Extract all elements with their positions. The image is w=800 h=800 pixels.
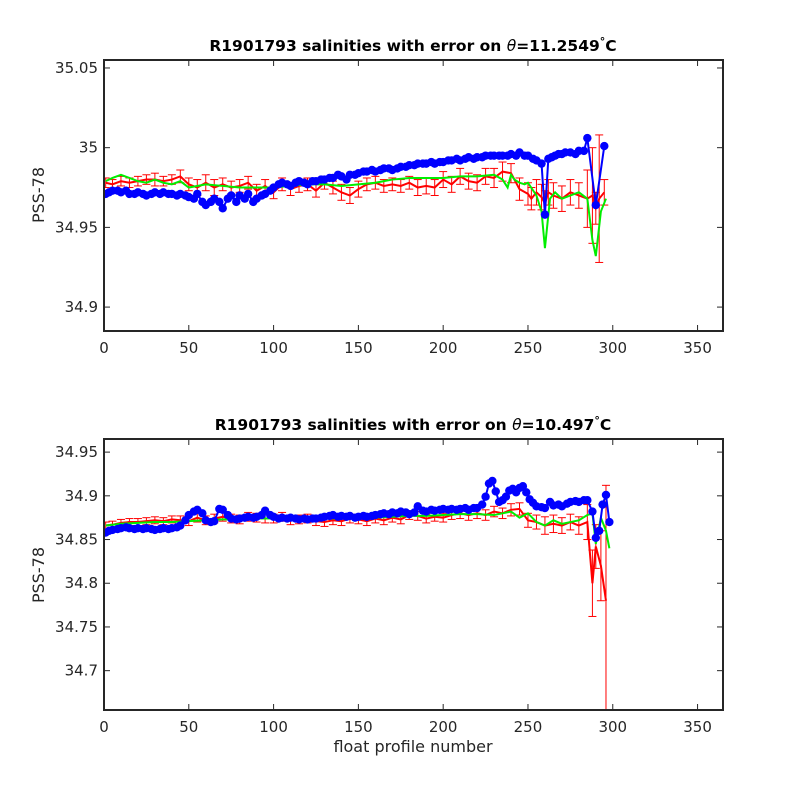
measured-point [601,490,611,500]
bottom-chart-axes: 0 50 100 150 200 250 300 350 34.7 34.75 34.8 34.85 3… [55,438,724,736]
measured-point [198,509,207,518]
x-tick-label: 150 [344,718,373,736]
y-tick-label: 35.05 [55,59,98,77]
bottom-chart-plot-area [104,476,614,710]
x-tick-label: 100 [259,718,288,736]
x-tick-label: 0 [99,339,109,357]
error-bar [345,187,354,204]
calibrated-salinity-line [105,172,607,257]
error-bar [413,179,422,196]
measured-point [579,146,589,156]
error-bar [439,171,448,189]
x-tick-label: 0 [99,718,109,736]
y-tick-label: 34.9 [65,298,98,316]
top-chart: R1901793 salinities with error on θ=11.2… [29,35,724,357]
y-tick-label: 34.95 [55,443,98,461]
x-tick-label: 250 [514,339,543,357]
measured-point [410,508,419,517]
x-tick-label: 200 [429,339,458,357]
measured-point [210,516,219,526]
error-bar [490,167,499,189]
error-bar [311,183,320,198]
measured-point [537,159,546,168]
measured-point [540,503,550,513]
top-chart-y-axis-label: PSS-78 [29,167,48,223]
y-tick-label: 35 [79,139,98,157]
measured-point [583,495,592,505]
top-chart-title: R1901793 salinities with error on θ=11.2… [209,35,616,56]
error-bar [574,182,583,209]
error-bar [507,503,516,517]
error-bar [159,175,168,187]
y-tick-label: 34.7 [65,662,98,680]
measured-point [215,197,224,207]
measured-point [481,492,490,501]
measured-point [522,488,531,497]
bottom-chart-title: R1901793 salinities with error on θ=10.4… [215,414,612,435]
x-tick-label: 350 [683,339,712,357]
measured-point [218,505,227,515]
measured-point [193,189,202,199]
top-chart-axes: 0 50 100 150 200 250 300 350 34.9 34.95 35 35.05 [55,59,724,357]
measured-point [591,533,601,542]
error-bar [473,174,482,192]
x-tick-label: 50 [179,718,198,736]
measured-point [518,482,528,491]
measured-point [595,526,604,535]
x-tick-label: 250 [514,718,543,736]
x-tick-label: 200 [429,718,458,736]
error-bar [549,514,558,534]
error-bar [184,177,193,192]
error-bar [104,177,110,189]
measured-point [501,492,511,501]
error-bar [447,175,456,193]
measured-point [598,500,607,509]
bottom-chart: R1901793 salinities with error on θ=10.4… [29,414,724,756]
error-bar [201,174,210,192]
error-bar [566,179,575,206]
y-tick-label: 34.95 [55,218,98,236]
bottom-chart-x-axis-label: float profile number [333,737,493,756]
x-tick-label: 100 [259,339,288,357]
series-layer [104,133,609,263]
measured-point [488,476,497,486]
axes-frame [103,438,724,711]
measured-point [243,189,253,199]
measured-point [491,487,500,496]
measured-point [232,197,241,207]
error-bar [218,177,227,192]
series-layer [104,476,614,710]
measured-point [540,210,550,219]
measured-point [226,191,236,200]
error-bar [430,179,439,196]
y-tick-label: 34.9 [65,487,98,505]
error-bar [557,517,566,534]
x-tick-label: 300 [598,339,627,357]
measured-point [477,500,487,509]
y-tick-label: 34.8 [65,574,98,592]
x-tick-label: 150 [344,339,373,357]
measured-point [583,133,592,143]
measured-point [600,141,609,151]
x-tick-label: 350 [683,718,712,736]
error-bar [328,180,337,195]
measured-point [605,517,614,527]
bottom-chart-y-axis-label: PSS-78 [29,547,48,603]
y-tick-label: 34.75 [55,618,98,636]
measured-point [218,204,227,213]
x-tick-label: 50 [179,339,198,357]
error-bar [595,134,604,263]
top-chart-plot-area [104,133,609,263]
measured-point [176,521,185,530]
measured-point [591,200,601,210]
axes-frame [103,59,724,332]
error-bar [337,183,346,201]
error-bar [588,549,597,617]
x-tick-label: 300 [598,718,627,736]
measured-point [588,507,597,516]
y-tick-label: 34.85 [55,531,98,549]
